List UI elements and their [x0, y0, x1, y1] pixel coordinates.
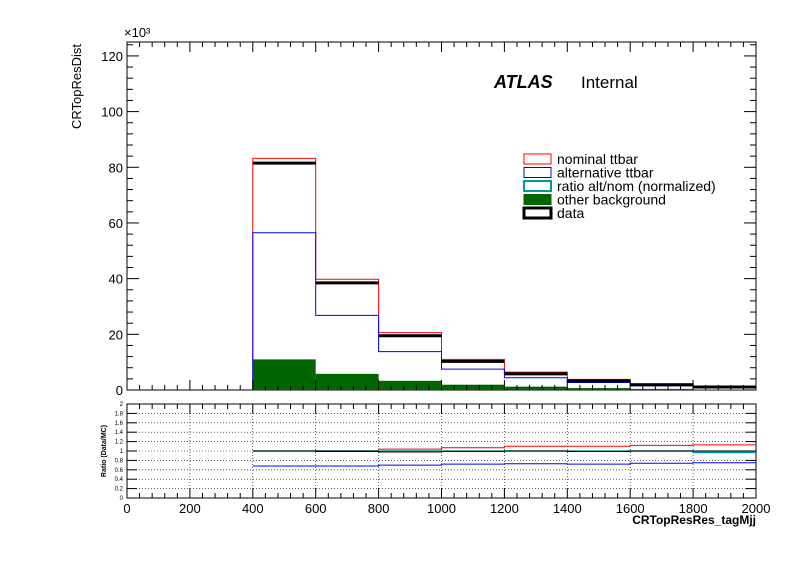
other-background-bar	[252, 359, 316, 390]
legend-label: alternative ttbar	[557, 165, 654, 181]
legend-label: data	[557, 205, 584, 221]
ratio-y-axis-title: Ratio (Data/MC)	[101, 425, 108, 477]
ratio-y-tick-label: 1.8	[115, 411, 124, 417]
legend-entry-other-background: other background	[523, 192, 666, 208]
legend-swatch	[522, 206, 553, 220]
legend-label: nominal ttbar	[557, 151, 638, 167]
legend-swatch	[523, 153, 552, 165]
other-background-bar	[567, 388, 631, 390]
ratio-y-tick-label: 1	[120, 449, 124, 455]
y-tick-label: 0	[116, 383, 123, 398]
legend-label: other background	[557, 192, 666, 208]
y-tick-label: 120	[101, 49, 123, 64]
x-tick-label: 200	[179, 501, 201, 516]
ratio-y-tick-label: 2	[120, 402, 124, 408]
ratio-y-tick-label: 1.6	[115, 421, 124, 427]
ratio-data-line	[252, 450, 756, 453]
main-series-layer	[252, 157, 756, 390]
x-tick-label: 600	[305, 501, 327, 516]
ratio-y-ticks: 0 0.2 0.4 0.6 0.8 1 1.2 1.4 1.6 1.8 2	[115, 402, 756, 502]
other-background-bar	[693, 389, 756, 390]
atlas-status-label: Internal	[581, 73, 638, 92]
ratio-grid	[127, 404, 756, 498]
other-background-bar	[315, 373, 379, 390]
ratio-y-tick-label: 1.2	[115, 440, 124, 446]
legend-entry-nominal-ttbar: nominal ttbar	[523, 151, 638, 167]
ratio-nominal-ttbar-line	[252, 444, 756, 452]
y-tick-label: 80	[109, 160, 123, 175]
other-background-bar	[504, 386, 568, 390]
x-tick-label: 1800	[679, 501, 708, 516]
y-tick-label: 40	[109, 272, 123, 287]
legend-entry-data: data	[522, 205, 584, 221]
legend-entry-ratio-alt-nom-normalized: ratio alt/nom (normalized)	[523, 178, 716, 194]
legend-swatch	[523, 194, 552, 205]
main-y-ticks: 0 20 40 60 80 100 120	[101, 44, 756, 398]
legend-swatch	[523, 167, 552, 178]
x-tick-label: 800	[368, 501, 390, 516]
x-tick-label: 1200	[490, 501, 519, 516]
x-tick-label: 2000	[742, 501, 771, 516]
x-tick-label: 1000	[427, 501, 456, 516]
x-tick-label: 0	[123, 501, 130, 516]
x-tick-label: 1600	[616, 501, 645, 516]
x-axis-title: CRTopResRes_tagMjj	[632, 513, 756, 527]
y-tick-label: 100	[101, 105, 123, 120]
y-axis-multiplier: ×10³	[124, 25, 151, 40]
legend-label: ratio alt/nom (normalized)	[557, 178, 716, 194]
main-x-ticks	[126, 42, 757, 390]
atlas-label: ATLAS	[493, 72, 553, 92]
x-tick-label: 400	[242, 501, 264, 516]
ratio-y-tick-label: 0.2	[115, 487, 124, 493]
other-background-bar	[378, 380, 442, 390]
ratio-y-tick-label: 0	[120, 496, 124, 502]
other-background-bar	[630, 388, 694, 390]
ratio-y-tick-label: 0.8	[115, 458, 124, 464]
ratio-series-layer	[252, 444, 756, 467]
ratio-x-ticks: 0 200 400 600 800 1000 1200 1400 1600 1800 2000	[123, 404, 770, 516]
x-tick-label: 1400	[553, 501, 582, 516]
legend-swatch	[523, 180, 552, 192]
legend-entry-alternative-ttbar: alternative ttbar	[523, 165, 654, 181]
ratio-y-tick-label: 0.6	[115, 468, 124, 474]
y-tick-label: 20	[109, 327, 123, 342]
ratio-plot-pad: 0 0.2 0.4 0.6 0.8 1 1.2 1.4 1.6 1.8 2 0 200 400 600 80…	[101, 402, 770, 527]
ratio-y-tick-label: 1.4	[115, 430, 124, 436]
y-tick-label: 60	[109, 216, 123, 231]
ratio-y-tick-label: 0.4	[115, 477, 124, 483]
y-axis-title: CRTopResDist	[69, 44, 84, 129]
ratio-alternative-ttbar-line	[252, 462, 756, 467]
other-background-bar	[441, 384, 505, 390]
